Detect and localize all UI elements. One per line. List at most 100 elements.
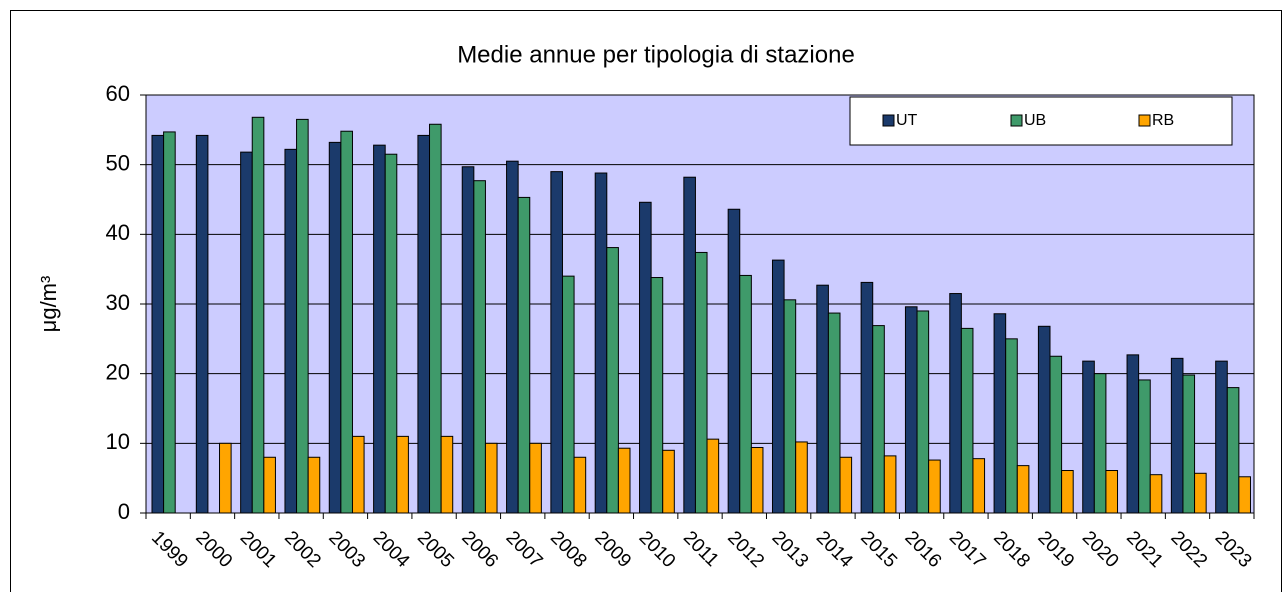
bar bbox=[373, 144, 386, 514]
bar bbox=[328, 141, 342, 514]
bar bbox=[284, 148, 298, 514]
bar bbox=[1061, 470, 1074, 514]
bar bbox=[550, 171, 563, 514]
bar bbox=[296, 118, 309, 514]
bar bbox=[1238, 476, 1251, 514]
bar bbox=[839, 456, 853, 514]
x-tick-label: 2023 bbox=[1211, 527, 1256, 572]
bar bbox=[1049, 355, 1063, 514]
legend-swatch bbox=[1010, 114, 1023, 127]
bar bbox=[928, 459, 941, 514]
x-tick-label: 2015 bbox=[856, 527, 901, 572]
x-tick-label: 2020 bbox=[1078, 527, 1123, 572]
bar bbox=[461, 166, 475, 514]
bar bbox=[916, 310, 930, 514]
x-tick-label: 2004 bbox=[369, 527, 414, 572]
bar bbox=[417, 134, 431, 514]
bar bbox=[993, 313, 1007, 514]
bar bbox=[883, 455, 897, 514]
legend-swatch bbox=[1138, 114, 1151, 127]
bar bbox=[816, 284, 829, 514]
bar bbox=[860, 281, 874, 514]
x-tick-label: 2013 bbox=[768, 527, 813, 572]
x-tick-label: 2019 bbox=[1033, 527, 1078, 572]
bar bbox=[151, 134, 165, 514]
bar bbox=[1149, 474, 1163, 514]
x-tick-label: 2001 bbox=[236, 527, 281, 572]
bar bbox=[650, 277, 664, 514]
x-tick-label: 2006 bbox=[457, 527, 502, 572]
bar bbox=[960, 327, 974, 514]
bar bbox=[1194, 472, 1207, 514]
bar bbox=[706, 438, 720, 514]
bar bbox=[263, 456, 276, 514]
y-tick-label: 40 bbox=[106, 220, 130, 245]
x-tick-label: 2011 bbox=[679, 527, 723, 571]
chart-title: Medie annue per tipologia di stazione bbox=[457, 41, 855, 68]
y-tick-label: 30 bbox=[106, 290, 130, 315]
bar bbox=[662, 449, 675, 514]
x-tick-label: 2005 bbox=[413, 527, 458, 572]
y-tick-label: 20 bbox=[106, 359, 130, 384]
y-tick-label: 60 bbox=[106, 81, 130, 106]
bar bbox=[573, 456, 587, 514]
bar bbox=[904, 306, 918, 514]
bar bbox=[529, 442, 542, 514]
x-tick-label: 2012 bbox=[723, 527, 768, 572]
bar bbox=[1105, 470, 1119, 514]
bar bbox=[683, 176, 696, 514]
legend-swatch bbox=[882, 114, 895, 127]
y-tick-label: 0 bbox=[118, 499, 130, 524]
bar bbox=[617, 447, 631, 514]
bar bbox=[972, 458, 986, 514]
y-tick-label: 10 bbox=[106, 429, 130, 454]
bar bbox=[1182, 374, 1196, 514]
legend-label: RB bbox=[1152, 112, 1174, 129]
x-tick-label: 2000 bbox=[191, 527, 236, 572]
x-tick-label: 2008 bbox=[546, 527, 591, 572]
x-tick-label: 2009 bbox=[590, 527, 635, 572]
x-tick-label: 2014 bbox=[812, 527, 857, 572]
bar bbox=[639, 201, 652, 514]
x-tick-label: 2016 bbox=[901, 527, 946, 572]
bar bbox=[517, 196, 531, 514]
x-tick-label: 2021 bbox=[1122, 527, 1167, 572]
x-tick-label: 2007 bbox=[502, 527, 547, 572]
bar bbox=[561, 275, 575, 514]
frame bbox=[10, 10, 1282, 592]
bar bbox=[340, 130, 353, 514]
y-axis-label: μg/m³ bbox=[36, 276, 61, 333]
bar bbox=[750, 447, 764, 514]
x-tick-label: 2002 bbox=[280, 527, 325, 572]
bar bbox=[1082, 360, 1095, 514]
bar bbox=[219, 442, 232, 514]
x-tick-label: 2017 bbox=[945, 527, 990, 572]
bar bbox=[1037, 325, 1051, 514]
bar bbox=[594, 172, 608, 514]
bar bbox=[195, 134, 209, 514]
bar bbox=[429, 123, 442, 514]
x-tick-label: 2003 bbox=[324, 527, 369, 572]
x-tick-label: 2022 bbox=[1166, 527, 1211, 572]
legend-box bbox=[849, 96, 1233, 146]
bar bbox=[783, 299, 797, 514]
bar bbox=[251, 116, 265, 514]
bar bbox=[1126, 354, 1140, 514]
bar bbox=[1016, 465, 1030, 514]
bar bbox=[827, 312, 841, 514]
bar bbox=[795, 441, 808, 514]
bar bbox=[949, 293, 962, 514]
bar bbox=[307, 456, 321, 514]
x-tick-label: 2010 bbox=[635, 527, 680, 572]
bar bbox=[163, 131, 176, 514]
bar bbox=[1093, 373, 1107, 514]
y-tick-label: 50 bbox=[106, 150, 130, 175]
bar bbox=[1215, 360, 1228, 514]
bar bbox=[771, 259, 785, 514]
bar bbox=[351, 435, 365, 514]
bar bbox=[739, 274, 752, 514]
bar bbox=[396, 435, 409, 514]
bar bbox=[694, 251, 708, 514]
bar bbox=[872, 325, 885, 514]
